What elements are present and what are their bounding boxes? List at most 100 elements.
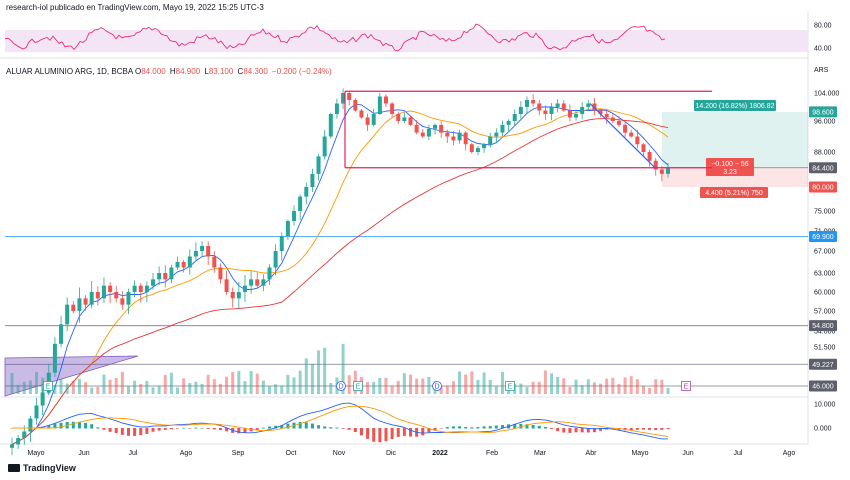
macd-histogram-bar: [402, 428, 406, 436]
candle-body: [230, 292, 235, 299]
volume-bar: [390, 385, 394, 394]
volume-bar: [635, 379, 639, 394]
volume-bar: [84, 382, 88, 394]
tradingview-brand[interactable]: TradingView: [8, 463, 76, 473]
candle-body: [549, 107, 554, 114]
time-tick-label: Jul: [129, 450, 138, 457]
volume-bar: [378, 377, 382, 394]
volume-bar: [16, 384, 20, 394]
candle-body: [200, 246, 205, 251]
volume-bar: [28, 380, 32, 394]
candle-body: [328, 114, 333, 137]
candle-body: [95, 292, 100, 299]
macd-histogram-bar: [206, 428, 210, 429]
price-badge-label: 49.227: [812, 362, 834, 369]
candle-body: [120, 298, 125, 305]
triangle-pattern: [4, 355, 139, 397]
candle-body: [647, 152, 652, 161]
macd-histogram-bar: [133, 428, 137, 436]
macd-histogram-bar: [139, 428, 143, 436]
volume-bar: [200, 383, 204, 394]
macd-histogram-bar: [96, 427, 100, 429]
ma-slow-line: [11, 118, 669, 445]
macd-histogram-bar: [200, 427, 204, 429]
candle-body: [402, 117, 407, 121]
event-marker-label: E: [356, 384, 361, 391]
macd-histogram-bar: [641, 428, 645, 430]
candle-body: [457, 132, 462, 141]
macd-histogram-bar: [176, 428, 180, 429]
volume-bar: [53, 385, 57, 394]
candle-body: [310, 173, 315, 187]
time-tick-label: Mayo: [27, 450, 44, 457]
macd-line: [12, 402, 668, 440]
candle-body: [531, 100, 536, 104]
volume-bar: [470, 371, 474, 394]
candle-body: [506, 121, 511, 125]
macd-histogram-bar: [310, 423, 314, 429]
candle-body: [193, 251, 198, 257]
macd-histogram-bar: [286, 423, 290, 429]
volume-bar: [666, 387, 670, 394]
publish-header: research-iol publicado en TradingView.co…: [6, 3, 264, 12]
rsi-line: [4, 23, 666, 52]
volume-bar: [194, 381, 198, 394]
volume-bar: [206, 374, 210, 394]
volume-bar: [537, 381, 541, 394]
volume-bar: [249, 370, 253, 394]
time-tick-label: Feb: [486, 450, 498, 457]
time-tick-label: Ago: [783, 450, 796, 457]
volume-bar: [77, 378, 81, 394]
volume-bar: [402, 373, 406, 394]
price-badge-label: 98.600: [812, 109, 834, 116]
volume-bar: [445, 385, 449, 394]
price-badge: [809, 380, 837, 392]
candle-body: [383, 96, 388, 104]
macd-histogram-bar: [151, 428, 155, 432]
macd-histogram-bar: [225, 428, 229, 432]
price-tick-label: 96.000: [814, 119, 836, 126]
currency-label: ARS: [814, 67, 829, 74]
candle-body: [666, 168, 670, 174]
candle-body: [524, 100, 529, 107]
candle-body: [169, 267, 174, 280]
candle-body: [322, 136, 327, 157]
macd-histogram-bar: [666, 428, 670, 429]
price-tick-label: 104.000: [814, 91, 839, 98]
macd-histogram-bar: [378, 428, 382, 443]
volume-bar: [439, 386, 443, 394]
candle-body: [34, 405, 39, 419]
macd-histogram-bar: [182, 427, 186, 429]
volume-bar: [648, 387, 652, 394]
time-tick-label: Oct: [286, 450, 297, 457]
candle-body: [236, 292, 241, 299]
rsi-tick-label: 80.00: [814, 23, 832, 30]
price-badge-label: 80.000: [812, 185, 834, 192]
candle-body: [285, 221, 290, 236]
macd-histogram-bar: [329, 427, 333, 429]
candle-body: [586, 103, 591, 107]
time-tick-label: Ago: [180, 450, 193, 457]
macd-histogram-bar: [494, 425, 498, 429]
candle-body: [212, 256, 217, 268]
candle-body: [426, 128, 431, 137]
volume-bar: [519, 383, 523, 394]
candle-body: [451, 136, 456, 141]
macd-histogram-bar: [519, 423, 523, 429]
volume-bar: [163, 374, 167, 394]
candle-body: [40, 392, 45, 406]
candle-body: [445, 132, 450, 137]
price-tick-label: 75.000: [814, 209, 836, 216]
volume-bar: [409, 374, 413, 394]
macd-histogram-bar: [353, 428, 357, 433]
candle-body: [439, 124, 444, 133]
price-tick-label: 57.000: [814, 309, 836, 316]
candle-body: [494, 132, 499, 137]
triangle-shape: [4, 355, 139, 397]
volume-bar: [562, 378, 566, 394]
low-label: L: [204, 67, 209, 76]
event-marker-label: E: [46, 384, 51, 391]
volume-bar: [329, 383, 333, 394]
volume-bar: [126, 386, 130, 394]
